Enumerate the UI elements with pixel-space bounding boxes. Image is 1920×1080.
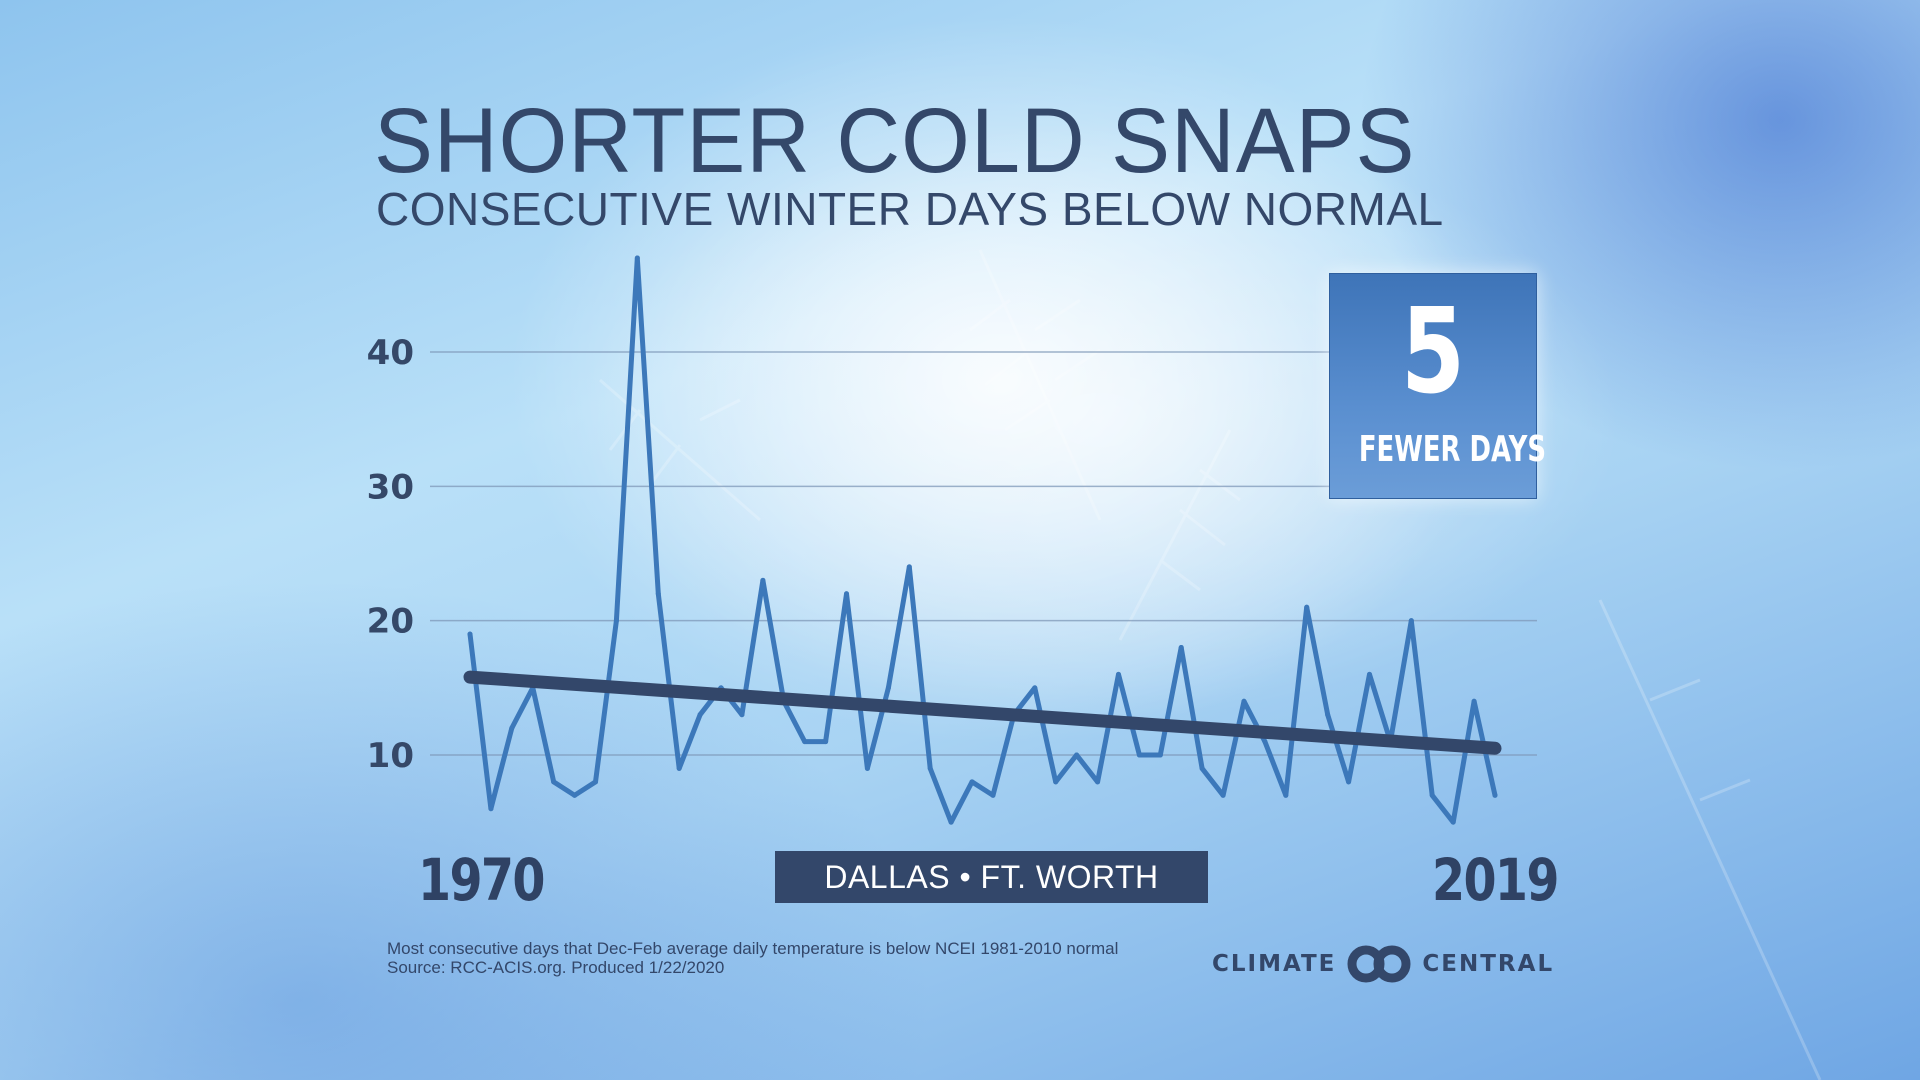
data-point [509,725,515,731]
data-point [1095,779,1101,785]
data-point [864,765,870,771]
data-point [1178,645,1184,651]
data-point [1429,792,1435,798]
logo-text-right: CENTRAL [1422,951,1555,977]
data-point [906,564,912,570]
data-point [1346,779,1352,785]
data-point [990,792,996,798]
data-point [593,779,599,785]
data-point [551,779,557,785]
y-tick-label: 20 [367,602,414,642]
data-point [844,591,850,597]
callout-number: 5 [1400,282,1466,420]
chart-title: SHORTER COLD SNAPS [374,90,1416,192]
data-point [1325,712,1331,718]
data-point [572,792,578,798]
data-point [1408,618,1414,624]
y-tick-label: 10 [367,736,414,776]
data-point [1032,685,1038,691]
x-axis-end-label: 2019 [1432,846,1559,914]
data-point [1450,819,1456,825]
y-tick-label: 30 [367,467,414,507]
data-point [634,255,640,261]
series-line [467,255,1498,825]
data-point [885,685,891,691]
data-point [1304,604,1310,610]
data-point [1262,739,1268,745]
logo-text-left: CLIMATE [1212,951,1337,977]
footnote-source: Source: RCC-ACIS.org. Produced 1/22/2020 [387,958,725,977]
data-point [760,577,766,583]
data-point [1157,752,1163,758]
data-point [676,765,682,771]
chart-subtitle: CONSECUTIVE WINTER DAYS BELOW NORMAL [376,183,1444,235]
callout-label: FEWER DAYS [1358,429,1547,470]
y-axis-ticks: 10 20 30 40 [367,333,414,776]
data-point [1115,671,1121,677]
data-point [488,806,494,812]
data-point [1136,752,1142,758]
linked-rings-icon [1347,945,1411,983]
climate-central-logo: CLIMATE CENTRAL [1212,944,1554,984]
data-point [1283,792,1289,798]
data-point [969,779,975,785]
data-point [1366,671,1372,677]
footnote-definition: Most consecutive days that Dec-Feb avera… [387,939,1119,958]
data-point [655,591,661,597]
footnote: Most consecutive days that Dec-Feb avera… [387,939,1118,977]
x-axis-start-label: 1970 [418,846,545,914]
data-point [823,739,829,745]
data-point [1471,698,1477,704]
data-point [467,631,473,637]
data-point [613,618,619,624]
data-point [739,712,745,718]
data-point [927,765,933,771]
data-point [1492,792,1498,798]
data-point [1053,779,1059,785]
data-point [1074,752,1080,758]
data-point [948,819,954,825]
callout-box: 5 FEWER DAYS [1329,273,1547,499]
location-label: DALLAS • FT. WORTH [775,851,1208,903]
data-point [1241,698,1247,704]
data-point [802,739,808,745]
data-point [1199,765,1205,771]
data-point [697,712,703,718]
y-tick-label: 40 [367,333,414,373]
data-point [1220,792,1226,798]
trend-line [463,670,1502,755]
